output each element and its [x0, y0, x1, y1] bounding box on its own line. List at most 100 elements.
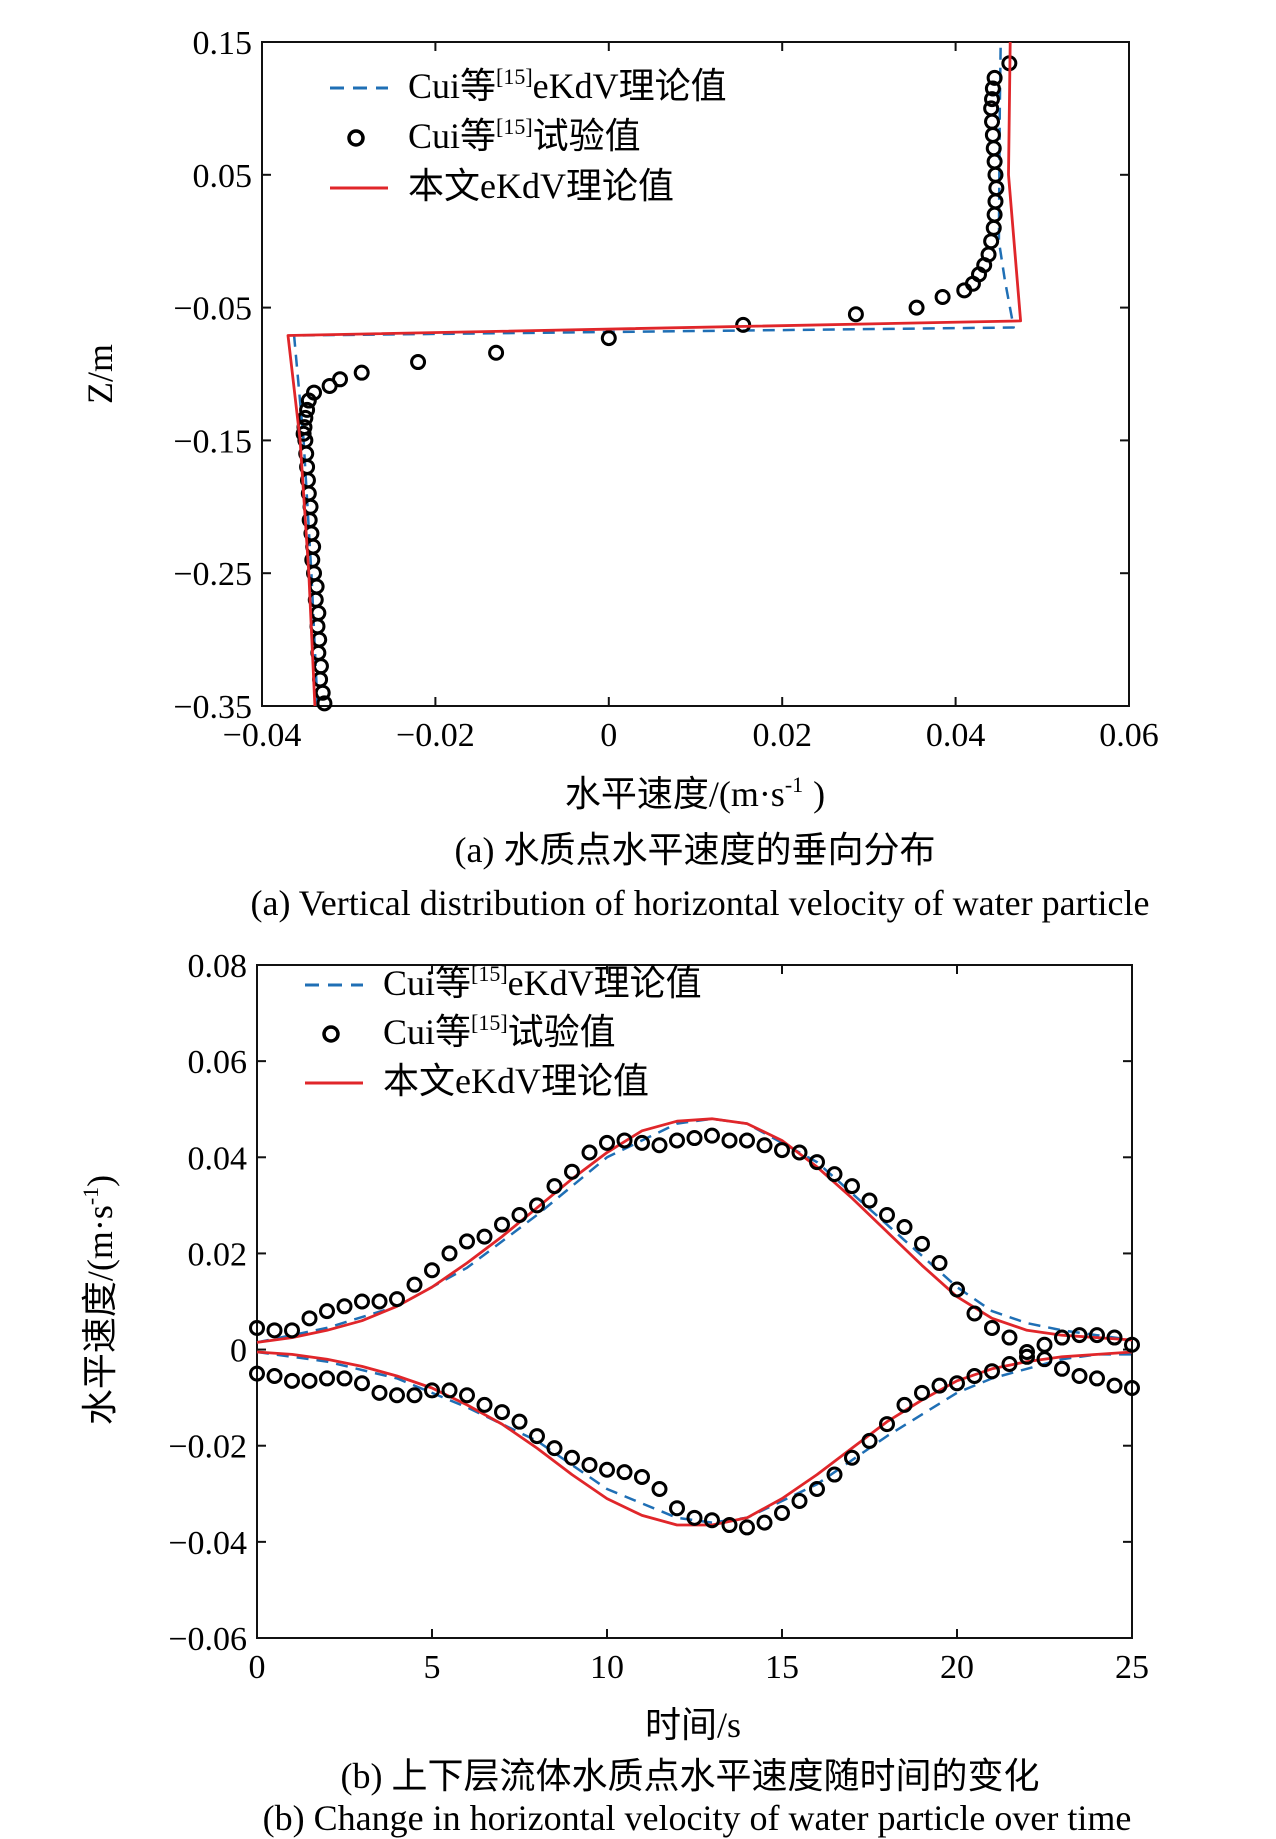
b-data-point	[914, 1235, 930, 1252]
a-data-point	[988, 180, 1005, 197]
b-data-point	[1089, 1327, 1105, 1344]
b-data-point	[669, 1500, 685, 1517]
a-data-point	[299, 401, 316, 418]
a-legend-label: Cui等[15]试验值	[408, 114, 641, 156]
b-data-point	[984, 1319, 1000, 1336]
a-legend-label: 本文eKdV理论值	[408, 166, 674, 206]
b-data-point	[966, 1368, 983, 1385]
b-data-point	[249, 1365, 265, 1382]
b-data-point	[511, 1413, 528, 1430]
b-this-ekdv-line	[256, 1350, 1133, 1527]
b-data-point	[739, 1132, 755, 1149]
panel-b-plot-frame	[256, 964, 1133, 1639]
b-data-point	[914, 1384, 930, 1401]
a-xtick-label: 0.04	[926, 717, 986, 754]
a-data-point	[984, 113, 1001, 130]
b-legend-marker-circle	[322, 1025, 340, 1043]
a-data-point	[316, 695, 333, 712]
b-data-point	[459, 1387, 475, 1404]
b-data-point	[879, 1416, 895, 1433]
b-data-point	[791, 1492, 808, 1509]
b-data-point	[616, 1464, 633, 1481]
a-data-point	[986, 153, 1003, 170]
b-data-point	[896, 1218, 913, 1235]
panel-a-vertical-distribution: −0.04 −0.02 0 0.02 0.04 0.06 0.15 0.05 −0.05 −0.1…	[80, 25, 1159, 923]
b-data-point	[651, 1137, 668, 1154]
a-data-point	[410, 354, 427, 371]
a-data-point	[984, 126, 1001, 143]
b-data-point	[949, 1375, 965, 1392]
b-data-point	[861, 1432, 878, 1449]
a-ytick-label: −0.25	[173, 556, 252, 593]
b-data-point	[1071, 1368, 1088, 1385]
a-data-point	[353, 364, 370, 381]
b-data-point	[266, 1368, 283, 1385]
b-data-point	[879, 1206, 895, 1223]
a-data-point	[332, 371, 349, 388]
a-ytick-label: 0.15	[193, 25, 253, 62]
b-legend-label: 本文eKdV理论值	[383, 1061, 649, 1101]
b-data-point	[686, 1509, 703, 1526]
a-ytick-label: −0.05	[173, 291, 252, 328]
b-data-point	[564, 1163, 580, 1180]
b-data-point	[389, 1387, 405, 1404]
b-data-point	[441, 1245, 458, 1262]
panel-b-caption-cn: (b) 上下层流体水质点水平速度随时间的变化	[341, 1756, 1040, 1796]
b-data-point	[931, 1255, 948, 1272]
b-ytick-label: 0.02	[188, 1236, 248, 1273]
b-data-point	[686, 1130, 703, 1147]
b-data-point	[1089, 1370, 1105, 1387]
b-data-point	[1054, 1360, 1070, 1377]
a-data-point	[295, 425, 312, 442]
a-data-point	[600, 330, 617, 347]
a-data-point	[309, 618, 326, 635]
b-ytick-label: −0.02	[168, 1429, 247, 1466]
b-data-point	[301, 1372, 318, 1389]
b-data-point	[249, 1319, 265, 1336]
b-data-point	[389, 1291, 405, 1308]
a-data-point	[986, 69, 1003, 86]
b-xtick-label: 20	[940, 1649, 974, 1686]
panel-a-caption-en: (a) Vertical distribution of horizontal …	[250, 883, 1149, 923]
b-data-point	[319, 1303, 335, 1320]
b-data-point	[581, 1144, 598, 1161]
panel-a-caption-cn: (a) 水质点水平速度的垂向分布	[455, 830, 936, 870]
a-ytick-label: −0.15	[173, 423, 252, 460]
b-data-point	[546, 1178, 563, 1195]
b-data-point	[704, 1512, 720, 1529]
b-data-point	[984, 1363, 1000, 1380]
b-data-point	[599, 1461, 615, 1478]
b-legend-label: Cui等[15]试验值	[383, 1010, 616, 1052]
a-ytick-label: −0.35	[173, 689, 252, 726]
a-ytick-label: 0.05	[193, 158, 253, 195]
b-data-point	[774, 1505, 790, 1522]
b-data-point	[826, 1466, 843, 1483]
b-data-point	[844, 1449, 860, 1466]
b-data-point	[406, 1276, 423, 1293]
b-data-point	[1071, 1327, 1088, 1344]
b-cui-ekdv-line	[256, 1350, 1132, 1524]
a-cui-ekdv-line	[292, 41, 1015, 707]
a-data-point	[984, 91, 1001, 108]
b-data-point	[931, 1377, 948, 1394]
b-data-point	[424, 1262, 440, 1279]
b-ytick-label: 0.04	[188, 1140, 248, 1177]
a-data-point	[934, 288, 951, 305]
b-ytick-label: −0.04	[168, 1525, 247, 1562]
panel-b-ylabel: 水平速度/(m·s-1)	[78, 1175, 120, 1425]
b-data-point	[809, 1154, 825, 1171]
b-data-point	[651, 1480, 668, 1497]
b-data-point	[371, 1384, 388, 1401]
a-data-point	[488, 344, 505, 361]
b-ytick-label: −0.06	[168, 1621, 247, 1658]
b-xtick-label: 5	[424, 1649, 441, 1686]
b-data-point	[336, 1298, 353, 1315]
b-data-point	[284, 1322, 300, 1339]
a-xtick-label: 0.02	[752, 717, 812, 754]
b-data-point	[371, 1293, 388, 1310]
b-data-point	[721, 1517, 738, 1534]
b-data-point	[1019, 1343, 1035, 1360]
b-data-point	[704, 1127, 720, 1144]
b-data-point	[809, 1480, 825, 1497]
